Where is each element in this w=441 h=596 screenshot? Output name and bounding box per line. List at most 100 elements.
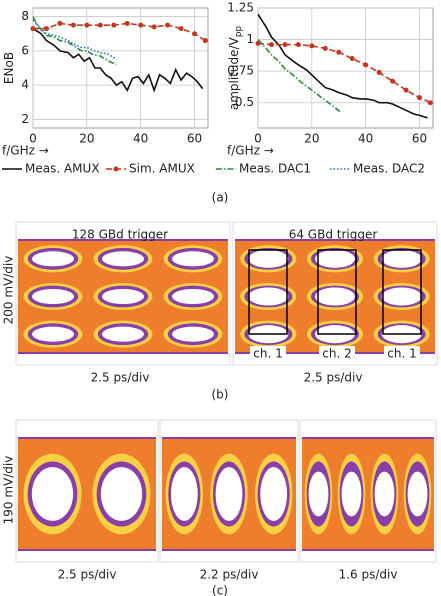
series-marker	[192, 31, 198, 37]
series-marker	[165, 22, 171, 28]
channel-label: ch. 1	[387, 347, 416, 361]
eye-title: 64 GBd trigger	[289, 228, 378, 242]
label-bg	[250, 346, 286, 361]
panel-label: (a)	[212, 191, 229, 205]
x-tick-label: 0	[254, 132, 262, 146]
eye-opening	[315, 287, 355, 306]
eye-opening	[32, 251, 74, 267]
eye-xlabel: 2.5 ps/div	[91, 371, 150, 385]
eye-opening	[31, 467, 74, 521]
series-marker	[322, 45, 328, 51]
series-line	[32, 16, 117, 66]
series-marker	[336, 49, 342, 55]
eye-ylabel: 200 mV/div	[2, 256, 16, 325]
eye-opening	[32, 326, 74, 342]
legend-label: Sim. AMUX	[129, 162, 195, 176]
series-marker	[349, 56, 355, 62]
legend-label: Meas. DAC2	[353, 162, 425, 176]
eye-xlabel: 2.2 ps/div	[200, 568, 259, 582]
eye-opening	[215, 467, 243, 521]
eye-opening	[172, 326, 214, 342]
y-axis-label: amplitude/Vpp	[227, 26, 244, 111]
eye-opening	[381, 249, 422, 268]
series-marker	[309, 43, 315, 49]
eye-xlabel: 1.6 ps/div	[339, 568, 398, 582]
eye-ylabel: 190 mV/div	[2, 456, 16, 525]
panel-label: (c)	[212, 584, 228, 596]
series-marker	[202, 38, 208, 44]
x-tick-label: 60	[187, 132, 202, 146]
x-tick-label: 40	[133, 132, 148, 146]
series-marker	[427, 100, 433, 106]
eye-opening	[102, 251, 144, 267]
series-line	[257, 13, 428, 119]
x-tick-label: 60	[412, 132, 427, 146]
series-marker	[124, 20, 130, 26]
eye-opening	[407, 471, 428, 517]
eye-opening	[248, 287, 289, 306]
eye-opening	[102, 326, 144, 342]
channel-box	[317, 249, 357, 335]
panel-label: (b)	[212, 388, 229, 402]
eye-opening	[381, 287, 422, 306]
eye-opening	[374, 471, 395, 517]
series-marker	[84, 22, 90, 28]
series-marker	[57, 20, 63, 26]
legend-marker	[113, 166, 119, 172]
x-tick-label: 40	[358, 132, 373, 146]
eye-xlabel: 2.5 ps/div	[304, 371, 363, 385]
eye-opening	[172, 288, 214, 305]
y-tick-label: 4	[21, 78, 29, 92]
eye-opening	[315, 249, 355, 268]
y-tick-label: 1	[246, 32, 254, 46]
series-marker	[43, 26, 49, 32]
y-axis-label-sub: pp	[234, 26, 244, 38]
series-marker	[390, 78, 396, 84]
eye-title: 128 GBd trigger	[72, 228, 168, 242]
x-tick-label: 20	[79, 132, 94, 146]
eye-diagrams	[15, 221, 438, 563]
y-tick-label: 6	[21, 43, 29, 57]
x-axis-label: f/GHz →	[227, 144, 274, 158]
legend-label: Meas. DAC1	[239, 162, 311, 176]
y-axis-label-text: ENoB	[2, 52, 16, 84]
eye-opening	[32, 288, 74, 305]
x-axis-label: f/GHz →	[2, 144, 49, 158]
series-marker	[97, 22, 103, 28]
legend-label: Meas. AMUX	[25, 162, 100, 176]
x-tick-label: 0	[29, 132, 37, 146]
series-marker	[111, 22, 117, 28]
channel-label: ch. 1	[253, 347, 282, 361]
series-marker	[363, 62, 369, 68]
eye-opening	[308, 471, 329, 517]
y-tick-label: 0.75	[227, 64, 254, 78]
y-axis-label-text: amplitude/V	[227, 36, 241, 110]
y-axis-label: ENoB	[2, 52, 16, 84]
series-marker	[151, 24, 157, 30]
series-marker	[70, 22, 76, 28]
eye-opening	[172, 251, 214, 267]
series-marker	[138, 22, 144, 28]
eye-opening	[248, 249, 289, 268]
plot-area	[257, 7, 434, 129]
eye-xlabel: 2.5 ps/div	[58, 568, 117, 582]
series-line	[257, 39, 342, 114]
eye-opening	[100, 467, 143, 521]
channel-box	[382, 249, 422, 335]
label-bg	[384, 346, 420, 361]
series-marker	[178, 26, 184, 32]
series-marker	[295, 42, 301, 48]
y-tick-label: 2	[21, 112, 29, 126]
channel-box	[248, 249, 288, 335]
series-marker	[30, 26, 36, 32]
eye-opening	[102, 288, 144, 305]
series-line	[32, 27, 204, 93]
channel-label: ch. 2	[322, 347, 351, 361]
eye-opening	[341, 471, 362, 517]
x-tick-label: 20	[304, 132, 319, 146]
series-marker	[417, 95, 423, 101]
y-tick-label: 8	[21, 9, 29, 23]
y-tick-label: 1.25	[227, 1, 254, 15]
series-marker	[268, 42, 274, 48]
